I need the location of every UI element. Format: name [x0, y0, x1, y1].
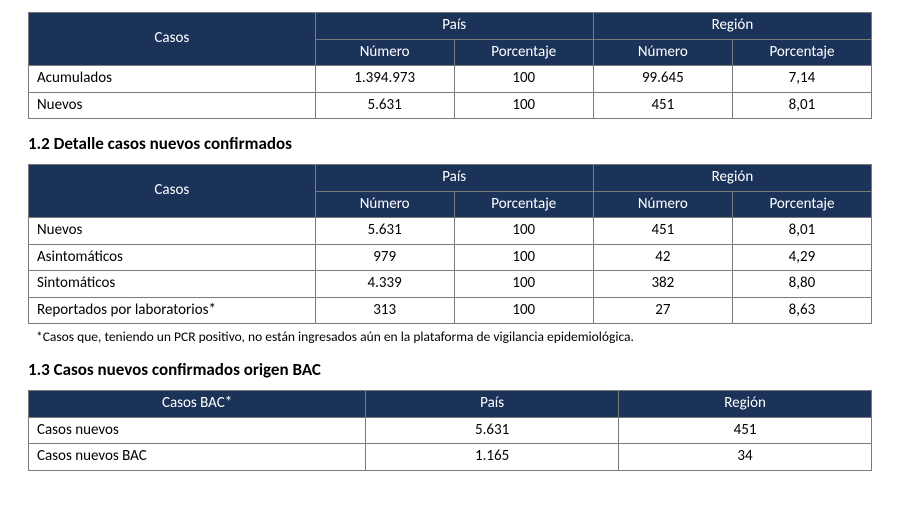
cell-value: 100 [454, 92, 593, 119]
th-casos: Casos [29, 13, 316, 66]
cell-value: 451 [619, 417, 872, 444]
table-row: Sintomáticos 4.339 100 382 8,80 [29, 271, 872, 298]
table-row: Reportados por laboratorios* 313 100 27 … [29, 297, 872, 324]
cell-value: 8,80 [732, 271, 871, 298]
th-casos: Casos [29, 165, 316, 218]
th-pais-numero: Número [315, 191, 454, 218]
cell-value: 99.645 [593, 66, 732, 93]
th-region-pct: Porcentaje [732, 191, 871, 218]
th-casos-bac: Casos BAC* [29, 391, 366, 418]
cell-value: 100 [454, 66, 593, 93]
th-region-pct: Porcentaje [732, 39, 871, 66]
cell-value: 1.394.973 [315, 66, 454, 93]
cell-value: 5.631 [315, 92, 454, 119]
cell-value: 8,01 [732, 218, 871, 245]
cell-value: 100 [454, 297, 593, 324]
table-row: Asintomáticos 979 100 42 4,29 [29, 244, 872, 271]
th-region: Región [593, 165, 871, 192]
cell-value: 382 [593, 271, 732, 298]
cell-label: Sintomáticos [29, 271, 316, 298]
cell-value: 100 [454, 218, 593, 245]
cell-value: 100 [454, 244, 593, 271]
th-pais: País [366, 391, 619, 418]
table-row: Acumulados 1.394.973 100 99.645 7,14 [29, 66, 872, 93]
cell-label: Asintomáticos [29, 244, 316, 271]
cell-label: Reportados por laboratorios* [29, 297, 316, 324]
cell-value: 100 [454, 271, 593, 298]
cell-value: 1.165 [366, 444, 619, 471]
cell-value: 451 [593, 218, 732, 245]
th-region-numero: Número [593, 191, 732, 218]
cell-label: Acumulados [29, 66, 316, 93]
cell-label: Nuevos [29, 92, 316, 119]
cell-value: 7,14 [732, 66, 871, 93]
table-row: Casos nuevos 5.631 451 [29, 417, 872, 444]
section-1-3-title: 1.3 Casos nuevos confirmados origen BAC [28, 359, 872, 380]
th-pais-pct: Porcentaje [454, 191, 593, 218]
cell-value: 27 [593, 297, 732, 324]
cell-value: 34 [619, 444, 872, 471]
cell-label: Nuevos [29, 218, 316, 245]
cell-value: 4,29 [732, 244, 871, 271]
cell-value: 313 [315, 297, 454, 324]
cell-value: 451 [593, 92, 732, 119]
cell-value: 5.631 [366, 417, 619, 444]
cell-value: 42 [593, 244, 732, 271]
table-row: Nuevos 5.631 100 451 8,01 [29, 218, 872, 245]
cell-value: 8,01 [732, 92, 871, 119]
th-region: Región [619, 391, 872, 418]
table-row: Casos nuevos BAC 1.165 34 [29, 444, 872, 471]
th-pais-pct: Porcentaje [454, 39, 593, 66]
table-casos-detalle: Casos País Región Número Porcentaje Núme… [28, 164, 872, 324]
th-pais: País [315, 165, 593, 192]
th-region: Región [593, 13, 871, 40]
cell-value: 979 [315, 244, 454, 271]
th-region-numero: Número [593, 39, 732, 66]
table-casos-summary: Casos País Región Número Porcentaje Núme… [28, 12, 872, 119]
cell-value: 8,63 [732, 297, 871, 324]
table2-footnote: *Casos que, teniendo un PCR positivo, no… [36, 328, 872, 345]
section-1-2-title: 1.2 Detalle casos nuevos confirmados [28, 133, 872, 154]
cell-label: Casos nuevos BAC [29, 444, 366, 471]
cell-label: Casos nuevos [29, 417, 366, 444]
table-casos-bac: Casos BAC* País Región Casos nuevos 5.63… [28, 390, 872, 471]
th-pais-numero: Número [315, 39, 454, 66]
cell-value: 4.339 [315, 271, 454, 298]
th-pais: País [315, 13, 593, 40]
table-row: Nuevos 5.631 100 451 8,01 [29, 92, 872, 119]
cell-value: 5.631 [315, 218, 454, 245]
